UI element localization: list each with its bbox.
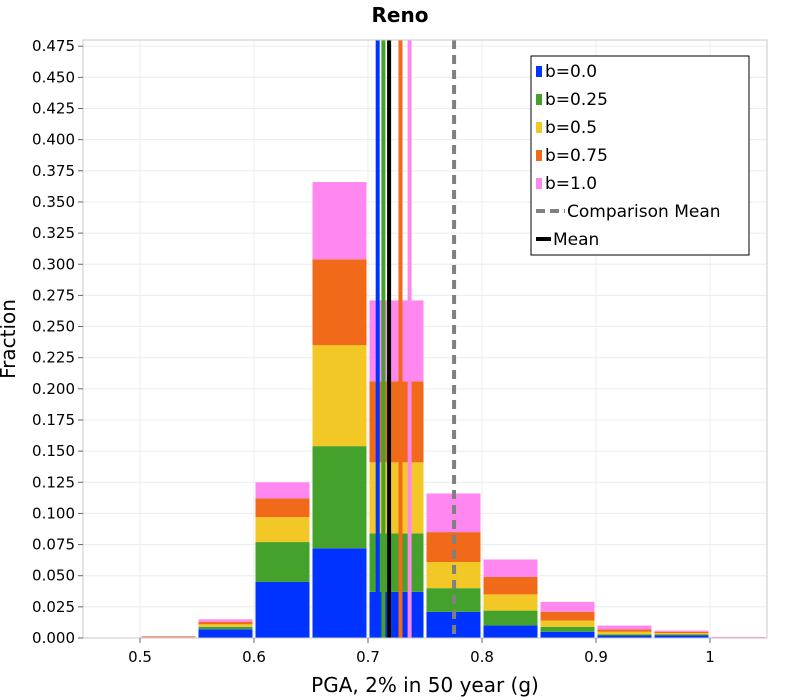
bar-segment-b-1-0	[141, 636, 196, 637]
legend-swatch	[536, 122, 542, 133]
y-tick-label: 0.275	[32, 286, 75, 304]
bar-segment-b-1-0	[312, 182, 367, 260]
y-tick-label: 0.375	[32, 162, 75, 180]
y-tick-label: 0.425	[32, 100, 75, 118]
x-tick-label: 0.5	[128, 648, 152, 666]
bar-segment-b-0-5	[597, 631, 652, 635]
bar-segment-b-0-0	[255, 581, 310, 638]
legend-swatch	[536, 178, 542, 189]
y-tick-label: 0.350	[32, 193, 75, 211]
bar-segment-b-0-5	[141, 636, 196, 638]
y-tick-label: 0.400	[32, 131, 75, 149]
bar-segment-b-0-25	[483, 610, 538, 626]
bar-segment-b-0-25	[312, 446, 367, 549]
bar-segment-b-0-75	[483, 576, 538, 595]
x-tick-label: 0.8	[470, 648, 494, 666]
bar-segment-b-1-0	[198, 619, 253, 622]
x-axis: 0.5 0.6 0.7 0.8 0.9 1	[128, 638, 715, 666]
bar-segment-b-0-0	[597, 635, 652, 638]
x-tick-label: 0.6	[242, 648, 266, 666]
bar-segment-b-0-5	[540, 620, 595, 627]
bar-segment-b-0-25	[654, 634, 709, 636]
legend: b=0.0 b=0.25 b=0.5 b=0.75 b=1.0 Comparison Me…	[530, 55, 750, 256]
x-axis-title: PGA, 2% in 50 year (g)	[311, 673, 539, 697]
x-tick-label: 1	[705, 648, 715, 666]
bar-segment-b-0-5	[654, 633, 709, 635]
bar-segment-b-0-0	[198, 629, 253, 638]
legend-swatch	[536, 150, 542, 161]
legend-label: b=1.0	[545, 174, 597, 194]
y-tick-label: 0.025	[32, 598, 75, 616]
bar-segment-b-1-0	[711, 636, 766, 638]
y-axis-title: Fraction	[0, 299, 20, 379]
bar-segment-b-0-0	[483, 625, 538, 638]
bar-segment-b-0-5	[255, 517, 310, 543]
bar-segment-b-1-0	[654, 630, 709, 632]
y-axis: 0.000 0.025 0.050 0.075 0.100 0.125 0.150 0.175…	[32, 37, 83, 647]
bar-segment-b-0-25	[540, 626, 595, 632]
legend-label: b=0.0	[545, 62, 597, 82]
mean-lines	[375, 40, 457, 638]
y-tick-label: 0.000	[32, 629, 75, 647]
legend-label: Comparison Mean	[567, 202, 721, 222]
bar-segment-b-0-25	[255, 542, 310, 582]
y-tick-label: 0.300	[32, 255, 75, 273]
y-tick-label: 0.125	[32, 473, 75, 491]
legend-swatch	[536, 66, 542, 77]
y-tick-label: 0.450	[32, 68, 75, 86]
legend-label: b=0.25	[545, 90, 608, 110]
bar-segment-b-0-75	[312, 259, 367, 346]
y-tick-label: 0.250	[32, 318, 75, 336]
bar-segment-b-0-25	[597, 634, 652, 636]
bar-segment-b-0-5	[312, 345, 367, 447]
x-tick-label: 0.7	[356, 648, 380, 666]
bar-segment-b-0-0	[540, 631, 595, 638]
x-tick-label: 0.9	[584, 648, 608, 666]
bar-segment-b-0-75	[198, 621, 253, 625]
y-tick-label: 0.225	[32, 349, 75, 367]
bar-segment-b-0-0	[312, 548, 367, 638]
bar-segment-b-0-25	[198, 626, 253, 630]
bar-segment-b-0-75	[597, 629, 652, 632]
y-tick-label: 0.175	[32, 411, 75, 429]
y-tick-label: 0.100	[32, 504, 75, 522]
bar-segment-b-0-75	[255, 498, 310, 518]
y-tick-label: 0.475	[32, 37, 75, 55]
chart-title: Reno	[372, 3, 429, 27]
bar-segment-b-0-75	[654, 631, 709, 634]
bar-segment-b-1-0	[483, 559, 538, 577]
bar-segment-b-1-0	[255, 482, 310, 499]
y-tick-label: 0.050	[32, 567, 75, 585]
legend-swatch	[536, 94, 542, 105]
y-tick-label: 0.325	[32, 224, 75, 242]
legend-box	[530, 55, 750, 256]
legend-label: b=0.5	[545, 118, 597, 138]
bar-segment-b-0-0	[654, 635, 709, 638]
bar-segment-b-1-0	[540, 601, 595, 612]
legend-label: Mean	[553, 230, 599, 250]
bar-segment-b-0-5	[483, 594, 538, 611]
y-tick-label: 0.150	[32, 442, 75, 460]
y-tick-label: 0.200	[32, 380, 75, 398]
y-tick-label: 0.075	[32, 536, 75, 554]
bar-segment-b-1-0	[597, 625, 652, 630]
plot-area	[82, 39, 768, 639]
bar-segment-b-0-5	[198, 624, 253, 627]
bar-segment-b-0-75	[141, 636, 196, 638]
bar-segment-b-0-75	[540, 611, 595, 621]
legend-label: b=0.75	[545, 146, 608, 166]
